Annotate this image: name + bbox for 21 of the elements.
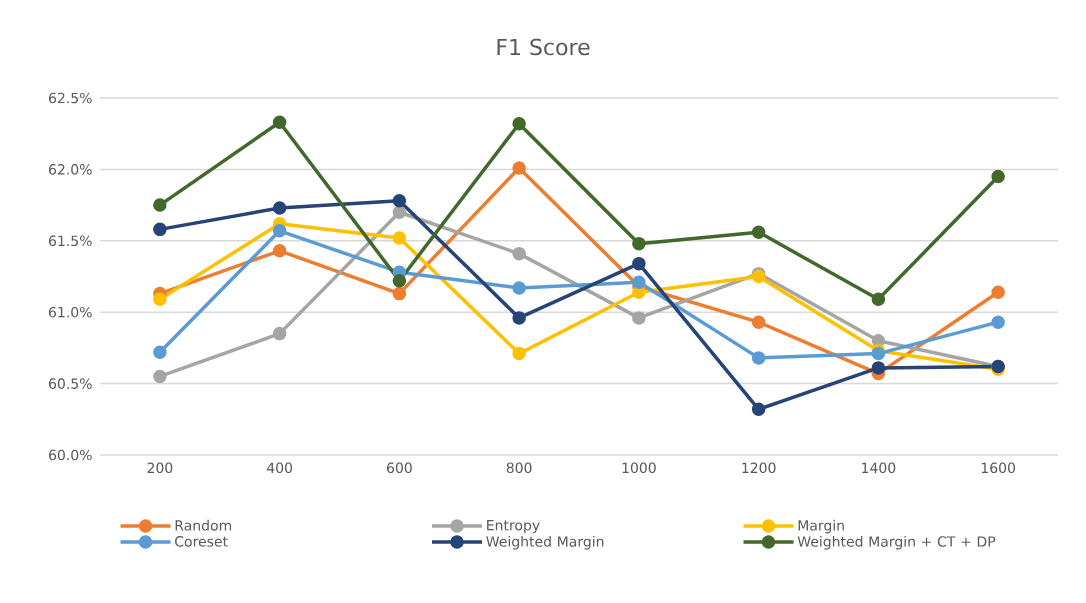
x-tick-label: 200 <box>147 462 173 474</box>
y-tick-label: 60.0% <box>49 449 92 461</box>
y-tick-label: 61.5% <box>49 235 92 247</box>
legend-label: Random <box>175 519 232 531</box>
y-tick-label: 60.5% <box>49 378 92 389</box>
x-tick-label: 1600 <box>981 462 1016 474</box>
x-tick-label: 1400 <box>862 462 896 474</box>
legend-label: Weighted Margin <box>486 535 604 550</box>
y-tick-label: 62.0% <box>49 164 92 175</box>
legend-label: Margin <box>798 519 844 534</box>
chart-title: F1 Score <box>497 38 590 56</box>
legend-label: Entropy <box>487 520 540 534</box>
legend-label: Weighted Margin + CT + DP <box>797 535 996 550</box>
x-tick-label: 400 <box>266 462 293 474</box>
y-tick-label: 62.5% <box>49 92 92 104</box>
legend-label: Coreset <box>175 536 228 547</box>
y-tick-label: 61.0% <box>49 306 92 318</box>
x-tick-label: 800 <box>506 462 532 474</box>
x-tick-label: 1000 <box>622 462 656 474</box>
x-tick-label: 1200 <box>742 462 776 474</box>
x-tick-label: 600 <box>387 462 412 474</box>
